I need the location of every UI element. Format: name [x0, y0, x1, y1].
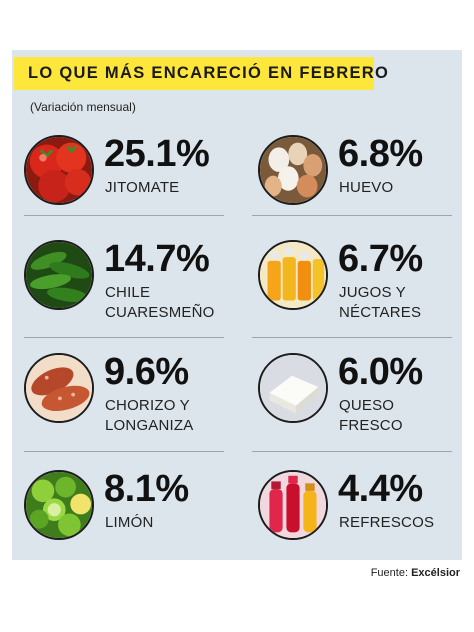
chili-icon	[24, 240, 94, 310]
lime-icon	[24, 470, 94, 540]
item-card: 9.6% CHORIZO Y LONGANIZA	[24, 351, 234, 453]
egg-icon	[258, 135, 328, 205]
value-label: 14.7%	[104, 238, 210, 280]
item-name-line: REFRESCOS	[339, 514, 435, 531]
item-name: JUGOS Y NÉCTARES	[339, 283, 421, 323]
row-divider	[252, 337, 452, 338]
source-credit: Fuente: Excélsior	[371, 567, 460, 579]
chart-subtitle: (Variación mensual)	[30, 100, 136, 114]
item-name-line: CHILE	[105, 284, 151, 301]
item-name-line: FRESCO	[339, 417, 403, 434]
item-card: 6.8% HUEVO	[258, 133, 468, 235]
item-name-line: QUESO	[339, 397, 395, 414]
value-label: 8.1%	[104, 468, 189, 510]
item-name: JITOMATE	[105, 178, 179, 198]
item-name: CHILE CUARESMEÑO	[105, 283, 215, 323]
item-card: 6.0% QUESO FRESCO	[258, 351, 468, 453]
item-name-line: CHORIZO Y	[105, 397, 190, 414]
item-name: REFRESCOS	[339, 513, 434, 533]
item-name-line: NÉCTARES	[339, 304, 422, 321]
row-divider	[24, 337, 224, 338]
value-label: 6.7%	[338, 238, 423, 280]
item-name-line: JUGOS Y	[339, 284, 406, 301]
chart-title: LO QUE MÁS ENCARECIÓ EN FEBRERO	[14, 57, 388, 90]
item-card: 6.7% JUGOS Y NÉCTARES	[258, 238, 468, 340]
row-divider	[252, 451, 452, 452]
item-name: QUESO FRESCO	[339, 396, 403, 436]
item-name-line: JITOMATE	[105, 179, 180, 196]
value-label: 6.0%	[338, 351, 423, 393]
juice-icon	[258, 240, 328, 310]
tomato-icon	[24, 135, 94, 205]
row-divider	[252, 215, 452, 216]
value-label: 6.8%	[338, 133, 423, 175]
item-card: 14.7% CHILE CUARESMEÑO	[24, 238, 234, 340]
row-divider	[24, 215, 224, 216]
item-card: 8.1% LIMÓN	[24, 468, 234, 570]
item-name-line: CUARESMEÑO	[105, 304, 215, 321]
row-divider	[24, 451, 224, 452]
item-card: 4.4% REFRESCOS	[258, 468, 468, 570]
soda-icon	[258, 470, 328, 540]
source-name: Excélsior	[411, 567, 460, 579]
item-card: 25.1% JITOMATE	[24, 133, 234, 235]
value-label: 25.1%	[104, 133, 210, 175]
infographic-panel	[12, 50, 462, 560]
value-label: 4.4%	[338, 468, 423, 510]
item-name-line: LIMÓN	[105, 514, 154, 531]
sausage-icon	[24, 353, 94, 423]
cheese-icon	[258, 353, 328, 423]
item-name-line: LONGANIZA	[105, 417, 194, 434]
item-name: HUEVO	[339, 178, 393, 198]
source-prefix: Fuente:	[370, 567, 409, 579]
item-name: LIMÓN	[105, 513, 154, 533]
item-name-line: HUEVO	[339, 179, 394, 196]
value-label: 9.6%	[104, 351, 189, 393]
item-name: CHORIZO Y LONGANIZA	[105, 396, 193, 436]
